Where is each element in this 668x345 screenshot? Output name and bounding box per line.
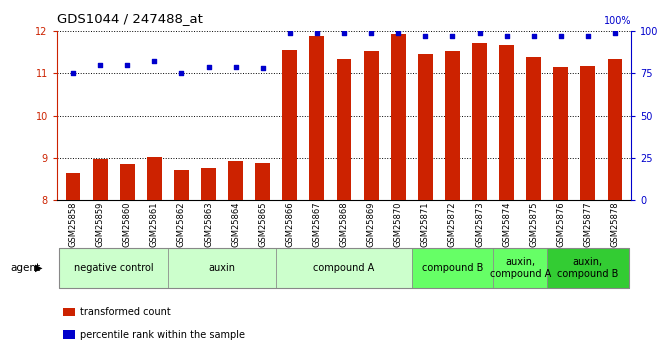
Point — [95, 62, 106, 68]
Bar — [283, 50, 297, 345]
Text: GDS1044 / 247488_at: GDS1044 / 247488_at — [57, 12, 202, 26]
Point — [366, 30, 377, 36]
Point — [610, 30, 621, 36]
Text: negative control: negative control — [74, 263, 154, 273]
Text: auxin: auxin — [208, 263, 236, 273]
Text: agent: agent — [10, 263, 40, 273]
Text: auxin,
compound B: auxin, compound B — [557, 257, 619, 279]
Bar — [472, 43, 487, 345]
Bar — [526, 57, 541, 345]
Bar — [147, 157, 162, 345]
Bar — [255, 163, 270, 345]
Text: compound B: compound B — [422, 263, 483, 273]
Point — [420, 33, 431, 39]
Point — [474, 30, 485, 36]
Point — [339, 30, 349, 36]
Bar — [608, 59, 623, 345]
Bar — [120, 164, 135, 345]
Bar — [553, 67, 568, 345]
Bar — [363, 51, 379, 345]
Bar — [228, 161, 243, 345]
Point — [447, 33, 458, 39]
Bar — [445, 51, 460, 345]
Bar — [93, 159, 108, 345]
Point — [556, 33, 566, 39]
Point — [311, 30, 322, 36]
Bar — [65, 172, 80, 345]
Bar — [391, 34, 405, 345]
Point — [122, 62, 132, 68]
Bar — [337, 59, 351, 345]
Bar — [499, 45, 514, 345]
Point — [528, 33, 539, 39]
Point — [203, 64, 214, 69]
Point — [257, 66, 268, 71]
Point — [501, 33, 512, 39]
Text: auxin,
compound A: auxin, compound A — [490, 257, 551, 279]
Text: transformed count: transformed count — [80, 307, 171, 317]
Point — [582, 33, 593, 39]
Point — [176, 71, 187, 76]
Text: 100%: 100% — [604, 16, 631, 26]
Text: ▶: ▶ — [35, 263, 43, 273]
Text: percentile rank within the sample: percentile rank within the sample — [80, 330, 245, 339]
Point — [285, 30, 295, 36]
Bar — [418, 54, 433, 345]
Point — [230, 64, 241, 69]
Text: compound A: compound A — [313, 263, 375, 273]
Point — [149, 59, 160, 64]
Bar — [201, 168, 216, 345]
Bar — [174, 170, 189, 345]
Bar — [309, 36, 325, 345]
Point — [393, 30, 403, 36]
Point — [67, 71, 78, 76]
Bar — [580, 66, 595, 345]
